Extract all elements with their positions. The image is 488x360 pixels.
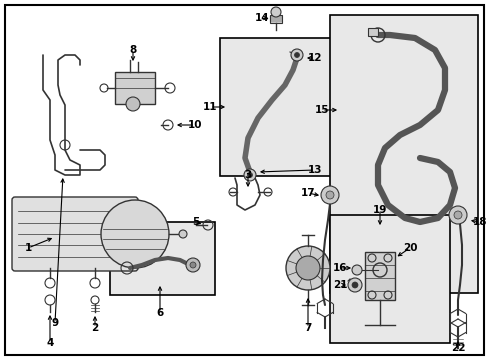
Circle shape <box>185 258 200 272</box>
Text: 4: 4 <box>46 338 54 348</box>
Circle shape <box>347 278 361 292</box>
Text: 7: 7 <box>304 323 311 333</box>
Circle shape <box>448 206 466 224</box>
Text: 13: 13 <box>307 165 322 175</box>
Text: 16: 16 <box>332 263 346 273</box>
Circle shape <box>351 282 357 288</box>
FancyBboxPatch shape <box>12 197 138 271</box>
Text: 17: 17 <box>300 188 315 198</box>
Circle shape <box>325 191 333 199</box>
Circle shape <box>294 53 299 58</box>
Text: 12: 12 <box>307 53 322 63</box>
Bar <box>269 15 282 23</box>
Text: 14: 14 <box>254 13 269 23</box>
Text: 15: 15 <box>314 105 328 115</box>
Bar <box>220 38 339 176</box>
Text: 6: 6 <box>156 308 163 318</box>
Bar <box>115 72 155 104</box>
Bar <box>367 28 377 36</box>
Circle shape <box>190 262 196 268</box>
Text: 18: 18 <box>472 217 486 227</box>
Bar <box>329 215 449 343</box>
Circle shape <box>295 256 319 280</box>
Circle shape <box>453 211 461 219</box>
Text: 19: 19 <box>372 205 386 215</box>
Circle shape <box>247 172 252 177</box>
Text: 1: 1 <box>24 243 32 253</box>
Circle shape <box>270 7 281 17</box>
Text: 22: 22 <box>450 343 464 353</box>
Circle shape <box>126 97 140 111</box>
Text: 20: 20 <box>402 243 416 253</box>
Bar <box>364 252 394 300</box>
Circle shape <box>285 246 329 290</box>
Text: 3: 3 <box>244 170 251 180</box>
Text: 2: 2 <box>91 323 99 333</box>
Circle shape <box>320 186 338 204</box>
Circle shape <box>179 230 186 238</box>
Circle shape <box>101 200 169 268</box>
Text: 21: 21 <box>332 280 346 290</box>
Bar <box>329 15 477 293</box>
Circle shape <box>244 169 256 181</box>
Text: 10: 10 <box>187 120 202 130</box>
Circle shape <box>351 265 361 275</box>
Text: 5: 5 <box>192 217 199 227</box>
Circle shape <box>290 49 303 61</box>
Text: 9: 9 <box>51 318 59 328</box>
Text: 11: 11 <box>203 102 217 112</box>
Text: 8: 8 <box>129 45 136 55</box>
Bar <box>110 222 215 295</box>
